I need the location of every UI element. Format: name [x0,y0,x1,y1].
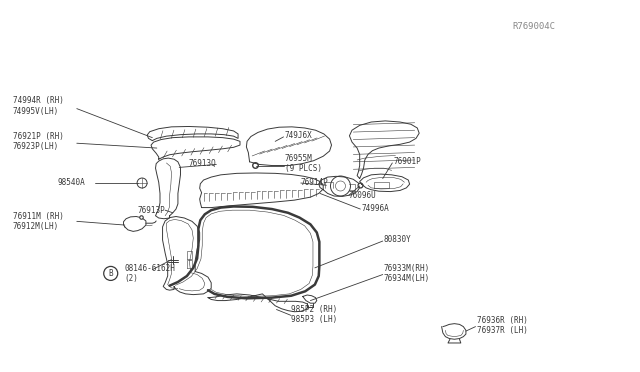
Text: 985P2 (RH)
985P3 (LH): 985P2 (RH) 985P3 (LH) [291,305,337,324]
Text: 76921P (RH)
76923P(LH): 76921P (RH) 76923P(LH) [13,132,63,151]
Text: 76914P: 76914P [301,178,328,187]
Text: 76955M
(9 PLCS): 76955M (9 PLCS) [285,154,322,173]
Text: 80830Y: 80830Y [384,235,412,244]
Text: 76936R (RH)
76937R (LH): 76936R (RH) 76937R (LH) [477,316,527,335]
Text: 76913Q: 76913Q [189,159,216,168]
Text: R769004C: R769004C [512,22,555,31]
Text: 98540A: 98540A [58,178,85,187]
Text: 76913P: 76913P [138,206,165,215]
Text: 08146-6162H
(2): 08146-6162H (2) [125,264,175,283]
Text: 74994R (RH)
74995V(LH): 74994R (RH) 74995V(LH) [13,96,63,116]
Text: 74996A: 74996A [362,204,389,213]
Text: 76901P: 76901P [394,157,421,166]
Text: 76911M (RH)
76912M(LH): 76911M (RH) 76912M(LH) [13,212,63,231]
Text: B: B [108,269,113,278]
Text: 749J6X: 749J6X [285,131,312,140]
Text: 76933M(RH)
76934M(LH): 76933M(RH) 76934M(LH) [384,264,430,283]
Text: 76096U: 76096U [349,191,376,200]
